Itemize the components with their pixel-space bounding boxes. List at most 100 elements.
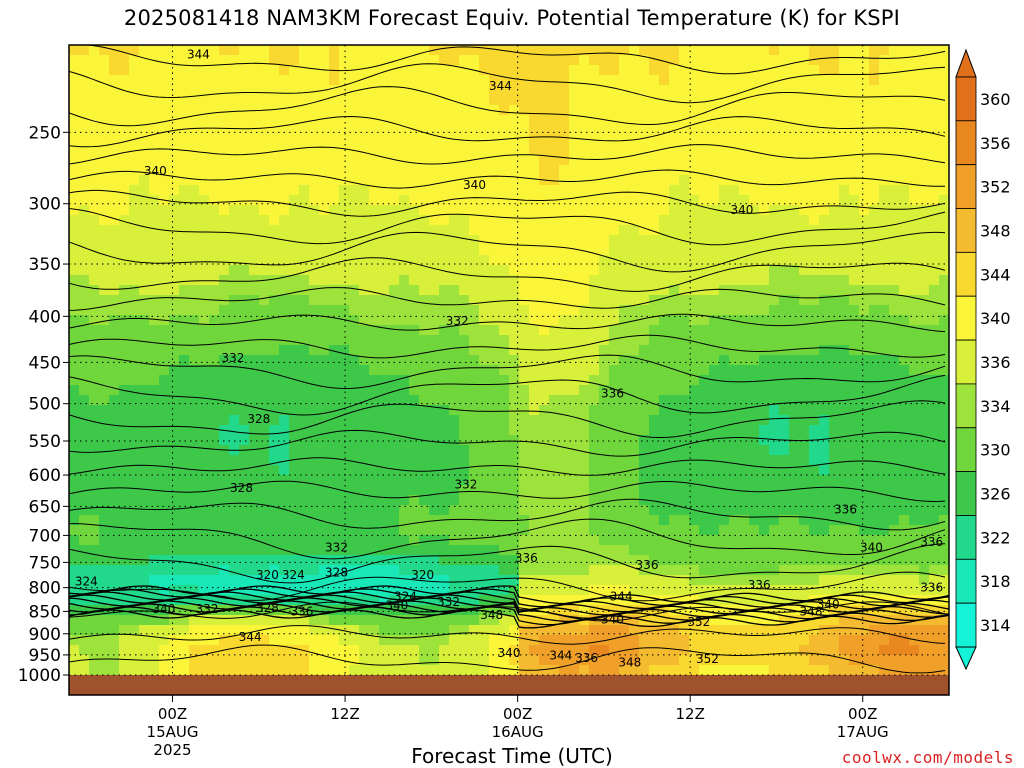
contour-label: 344 bbox=[610, 589, 633, 603]
colorbar-segment bbox=[955, 515, 977, 560]
contour-line bbox=[69, 313, 946, 333]
colorbar-segment bbox=[955, 427, 977, 472]
contour-line bbox=[80, 45, 946, 75]
x-tick-label: 00Z bbox=[503, 705, 532, 723]
contour-label: 320 bbox=[256, 568, 279, 582]
contour-line bbox=[69, 189, 946, 217]
x-tick-label: 12Z bbox=[675, 705, 704, 723]
contour-label: 340 bbox=[152, 602, 175, 616]
contour-label: 344 bbox=[239, 630, 262, 644]
colorbar-segment bbox=[955, 251, 977, 297]
contour-label: 324 bbox=[282, 568, 305, 582]
contour-labels: 344 344 340 340 340 332 332 328 336 328 332 332 336 3… bbox=[75, 48, 943, 670]
contour-line bbox=[69, 400, 946, 438]
contour-label: 328 bbox=[256, 601, 279, 615]
colorbar-segment bbox=[955, 602, 977, 648]
colorbar-label: 352 bbox=[980, 178, 1011, 197]
contour-label: 328 bbox=[247, 412, 270, 426]
contour-label: 348 bbox=[618, 655, 641, 669]
contour-label: 340 bbox=[385, 598, 408, 612]
contour-line bbox=[69, 231, 946, 273]
colorbar-label: 360 bbox=[980, 90, 1011, 109]
y-tick-label: 550 bbox=[29, 432, 61, 452]
credit-link[interactable]: coolwx.com/models bbox=[841, 748, 1014, 767]
contour-label: 352 bbox=[696, 652, 719, 666]
plot-frame bbox=[68, 44, 950, 696]
contour-line bbox=[69, 354, 946, 390]
colorbar-label: 348 bbox=[980, 222, 1011, 241]
y-tick-label: 700 bbox=[29, 526, 61, 546]
contour-label: 348 bbox=[480, 608, 503, 622]
contour-line bbox=[69, 625, 946, 645]
colorbar-label: 356 bbox=[980, 134, 1011, 153]
contour-label: 336 bbox=[748, 578, 771, 592]
contour-line bbox=[69, 287, 946, 311]
y-tick-label: 250 bbox=[29, 123, 61, 143]
x-tick-label: 15AUG bbox=[147, 723, 199, 741]
colorbar-max-arrow bbox=[955, 48, 977, 78]
contour-line bbox=[69, 644, 946, 674]
contour-line bbox=[69, 257, 946, 292]
colorbar-segment bbox=[955, 383, 977, 429]
contour-label: 336 bbox=[290, 604, 313, 618]
contour-line bbox=[69, 457, 946, 476]
y-axis: 250 300 350 400 450 500 550 600 650 700 750 800 850 9… bbox=[18, 123, 69, 686]
colorbar-segment bbox=[955, 471, 977, 516]
contour-label: 332 bbox=[446, 314, 469, 328]
contour-label: 340 bbox=[144, 164, 167, 178]
contour-line bbox=[69, 63, 946, 104]
contour-line bbox=[69, 609, 949, 629]
contour-label: 352 bbox=[687, 615, 710, 629]
x-tick-label: 17AUG bbox=[837, 723, 889, 741]
x-tick-label: 00Z bbox=[158, 705, 187, 723]
y-tick-label: 300 bbox=[29, 195, 61, 215]
colorbar-segment bbox=[955, 558, 977, 604]
y-tick-label: 1000 bbox=[18, 666, 61, 686]
contour-label: 332 bbox=[196, 602, 219, 616]
grid-lines bbox=[69, 45, 949, 676]
colorbar-label: 340 bbox=[980, 309, 1011, 328]
y-tick-label: 950 bbox=[29, 646, 61, 666]
y-tick-label: 750 bbox=[29, 553, 61, 573]
contour-line bbox=[69, 169, 946, 189]
contour-label: 344 bbox=[187, 48, 210, 62]
colorbar-label: 326 bbox=[980, 485, 1011, 504]
contour-label: 336 bbox=[601, 386, 624, 400]
contour-line bbox=[69, 498, 946, 531]
contour-line bbox=[69, 86, 946, 127]
colorbar-segment bbox=[955, 164, 977, 209]
y-tick-label: 350 bbox=[29, 255, 61, 275]
colorbar-min-arrow bbox=[955, 646, 977, 671]
colorbar-segment bbox=[955, 76, 977, 122]
contour-line bbox=[69, 429, 946, 457]
contour-line bbox=[69, 144, 946, 165]
contour-label: 344 bbox=[489, 79, 512, 93]
colorbar-label: 336 bbox=[980, 353, 1011, 372]
colorbar-segment bbox=[955, 295, 977, 341]
contour-line bbox=[69, 571, 946, 602]
colorbar-segment bbox=[955, 339, 977, 385]
contour-label: 340 bbox=[601, 613, 624, 627]
colorbar-label: 314 bbox=[980, 616, 1011, 635]
contour-label: 336 bbox=[920, 535, 943, 549]
x-tick-label: 2025 bbox=[153, 741, 191, 759]
contour-label: 332 bbox=[325, 541, 348, 555]
colorbar: 360 356 352 348 344 340 336 334 330 326 322 318 314 bbox=[955, 48, 1011, 671]
colorbar-label: 344 bbox=[980, 265, 1011, 284]
y-tick-label: 600 bbox=[29, 466, 61, 486]
contour-label: 336 bbox=[636, 558, 659, 572]
contour-lines bbox=[69, 45, 949, 674]
y-tick-label: 650 bbox=[29, 497, 61, 517]
x-tick-label: 16AUG bbox=[492, 723, 544, 741]
y-tick-label: 850 bbox=[29, 602, 61, 622]
contour-line bbox=[69, 600, 949, 619]
contour-label: 328 bbox=[325, 566, 348, 580]
x-tick-label: 00Z bbox=[848, 705, 877, 723]
contour-label: 340 bbox=[817, 597, 840, 611]
chart-title: 2025081418 NAM3KM Forecast Equiv. Potent… bbox=[123, 6, 901, 30]
contour-label: 332 bbox=[221, 351, 244, 365]
contour-label: 328 bbox=[230, 481, 253, 495]
colorbar-label: 334 bbox=[980, 397, 1011, 416]
colorbar-label: 322 bbox=[980, 528, 1011, 547]
